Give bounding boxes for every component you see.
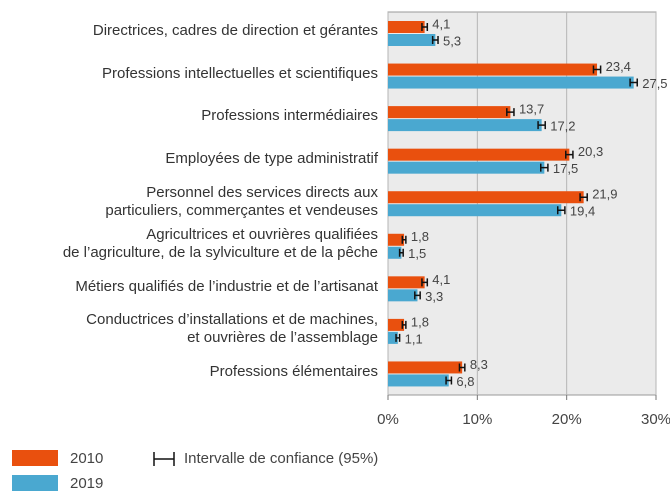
value-label: 19,4 xyxy=(570,204,595,219)
category-label: Professions intermédiaires xyxy=(201,107,378,125)
error-bar xyxy=(592,65,602,74)
error-bar xyxy=(421,23,429,31)
bar xyxy=(388,318,405,331)
category-label: Directrices, cadres de direction et géra… xyxy=(92,22,378,40)
error-bar xyxy=(629,78,638,87)
bar xyxy=(388,246,402,259)
value-label: 1,8 xyxy=(411,314,429,329)
bar xyxy=(388,148,570,161)
value-label: 4,1 xyxy=(432,16,450,31)
value-label: 21,9 xyxy=(592,187,617,202)
bar xyxy=(388,63,598,76)
category-label: Professions élémentaires xyxy=(209,362,378,380)
error-bar xyxy=(579,193,588,202)
error-bar xyxy=(431,36,439,44)
x-tick-label: 0% xyxy=(377,411,399,428)
value-label: 27,5 xyxy=(642,76,667,91)
bar xyxy=(388,233,405,246)
x-tick-label: 20% xyxy=(552,411,582,428)
value-label: 13,7 xyxy=(519,102,544,117)
legend-ci-symbol xyxy=(153,452,175,466)
value-label: 1,1 xyxy=(405,331,423,346)
value-label: 8,3 xyxy=(470,357,488,372)
error-bar xyxy=(506,108,515,117)
error-bar xyxy=(398,248,404,257)
bar xyxy=(388,106,511,119)
bar xyxy=(388,331,398,344)
bar xyxy=(388,34,436,46)
value-label: 17,5 xyxy=(553,161,578,176)
legend-swatch xyxy=(12,475,58,491)
error-bar xyxy=(540,163,549,172)
value-label: 20,3 xyxy=(578,144,603,159)
category-label: Professions intellectuelles et scientifi… xyxy=(102,64,378,82)
value-label: 3,3 xyxy=(425,289,443,304)
error-bar xyxy=(537,121,546,130)
error-bar xyxy=(565,150,574,159)
value-label: 5,3 xyxy=(443,33,461,48)
category-label: Employées de type administratif xyxy=(165,149,378,167)
category-label: Personnel des services directs aux parti… xyxy=(105,183,378,219)
error-bar xyxy=(556,206,566,215)
value-label: 1,8 xyxy=(411,229,429,244)
category-label: Agricultrices et ouvrières qualifiées de… xyxy=(62,226,378,262)
value-label: 6,8 xyxy=(456,374,474,389)
bar xyxy=(388,361,463,374)
bar xyxy=(388,204,562,217)
value-label: 1,5 xyxy=(408,246,426,261)
error-bar xyxy=(401,320,407,329)
error-bar xyxy=(401,235,407,244)
category-label: Conductrices d’installations et de machi… xyxy=(86,311,378,347)
bar xyxy=(388,161,545,174)
plot-background xyxy=(387,11,657,396)
value-label: 23,4 xyxy=(606,59,631,74)
error-bar xyxy=(445,376,453,385)
bar xyxy=(388,276,425,289)
value-label: 4,1 xyxy=(432,272,450,287)
legend-swatch xyxy=(12,450,58,466)
error-bar xyxy=(414,291,421,300)
x-tick-label: 30% xyxy=(641,411,670,428)
bar xyxy=(388,21,425,33)
bar xyxy=(388,191,584,204)
bar xyxy=(388,76,634,89)
x-tick-label: 10% xyxy=(462,411,492,428)
legend-label: 2019 xyxy=(70,475,103,492)
error-bar xyxy=(458,363,466,372)
error-bar xyxy=(395,333,401,342)
value-label: 17,2 xyxy=(550,119,575,134)
bar xyxy=(388,374,449,387)
legend-ci-label: Intervalle de confiance (95%) xyxy=(184,450,378,467)
category-label: Métiers qualifiés de l’industrie et de l… xyxy=(75,277,378,295)
legend-label: 2010 xyxy=(70,450,103,467)
error-bar xyxy=(421,278,429,287)
bar xyxy=(388,289,418,302)
bar xyxy=(388,119,542,132)
